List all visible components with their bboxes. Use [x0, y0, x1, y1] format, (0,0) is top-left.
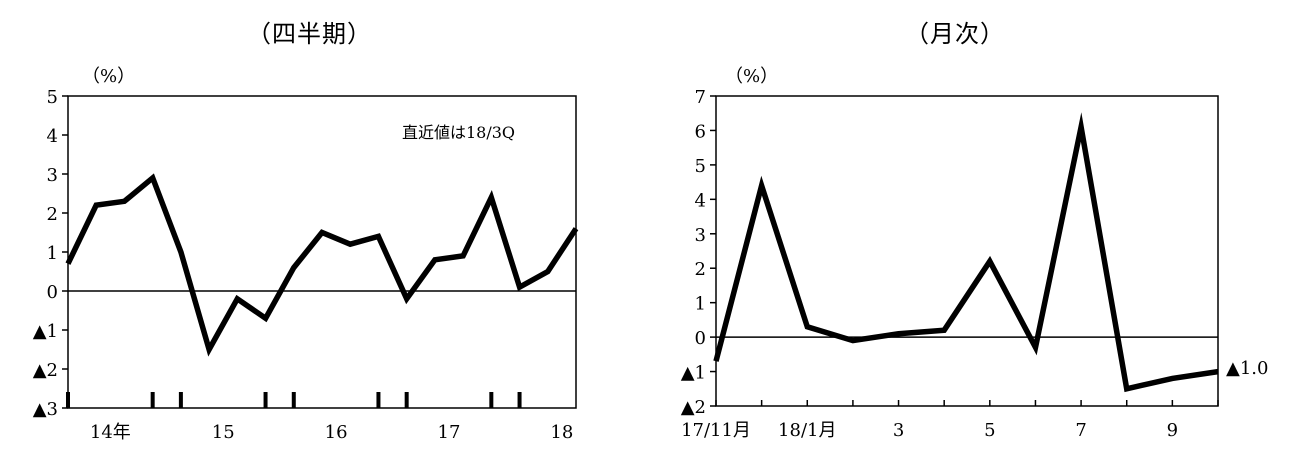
quarterly-y-tick-label: ▲1: [33, 321, 58, 342]
monthly-y-tick-label: ▲1: [681, 363, 706, 384]
quarterly-y-tick-label: 3: [47, 165, 58, 186]
quarterly-line-chart: 5 4 3 2 1 0 ▲1 ▲2 ▲3 14年 15 16 17 18: [33, 87, 579, 443]
quarterly-year-mark: [66, 392, 70, 408]
monthly-x-tick-label: 7: [1075, 420, 1086, 441]
monthly-x-tick-label: 18/1月: [778, 420, 836, 441]
monthly-y-tick-label: 4: [695, 190, 706, 211]
quarterly-year-mark: [150, 392, 155, 408]
monthly-y-tick-label: 6: [695, 121, 706, 142]
quarterly-y-tick-label: 5: [47, 87, 58, 108]
quarterly-year-mark: [263, 392, 268, 408]
monthly-y-tick-label: 7: [695, 87, 706, 108]
quarterly-y-tick-label: ▲3: [33, 399, 58, 420]
quarterly-y-tick-label: 4: [47, 126, 58, 147]
quarterly-y-tick-label: 0: [47, 282, 58, 303]
monthly-y-tick-label: ▲2: [681, 397, 706, 418]
monthly-series-line: [713, 112, 1219, 393]
quarterly-year-mark: [291, 392, 296, 408]
monthly-unit-label: （%）: [725, 66, 779, 87]
monthly-chart-title: （月次）: [905, 20, 1005, 48]
monthly-y-tick-label: 2: [695, 259, 706, 280]
quarterly-year-mark: [178, 392, 183, 408]
monthly-x-tick-label: 5: [984, 420, 995, 441]
monthly-plot-frame: [715, 95, 1219, 407]
quarterly-x-tick-label: 14年: [90, 422, 131, 443]
monthly-x-tick-label: 9: [1167, 420, 1178, 441]
quarterly-unit-label: （%）: [82, 66, 136, 87]
monthly-y-tick-label: 5: [695, 156, 706, 177]
monthly-x-tick-label: 3: [893, 420, 904, 441]
monthly-latest-value-label: ▲1.0: [1226, 358, 1269, 379]
quarterly-x-tick-label: 17: [438, 422, 461, 443]
quarterly-y-tick-label: ▲2: [33, 360, 58, 381]
quarterly-year-mark: [404, 392, 409, 408]
quarterly-x-tick-label: 18: [550, 422, 573, 443]
quarterly-y-tick-label: 2: [47, 204, 58, 225]
quarterly-chart-title: （四半期）: [247, 20, 372, 48]
quarterly-y-tick-label: 1: [47, 243, 58, 264]
monthly-y-tick-label: 3: [695, 225, 706, 246]
quarterly-latest-note: 直近値は18/3Q: [402, 123, 516, 142]
quarterly-x-tick-label: 16: [325, 422, 348, 443]
quarterly-x-tick-label: 15: [212, 422, 235, 443]
monthly-y-tick-label: 0: [695, 328, 706, 349]
monthly-y-tick-label: 1: [695, 294, 706, 315]
quarterly-year-mark: [376, 392, 381, 408]
quarterly-year-mark: [517, 392, 522, 408]
quarterly-year-mark: [489, 392, 494, 408]
monthly-x-tick-label: 17/11月: [681, 420, 751, 441]
